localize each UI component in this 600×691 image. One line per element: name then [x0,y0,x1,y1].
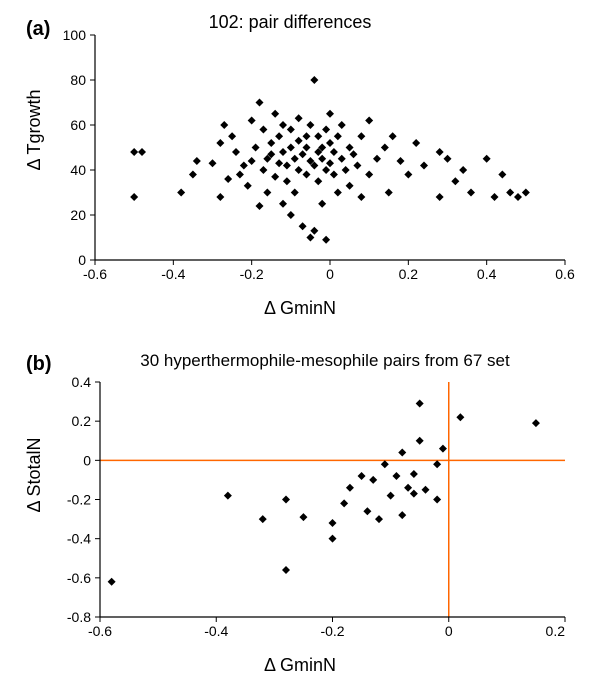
panel-b-ylabel: Δ StotalN [24,395,45,555]
svg-text:100: 100 [63,27,87,43]
svg-text:0: 0 [78,252,86,268]
svg-text:0.4: 0.4 [72,374,92,390]
panel-b-xlabel: Δ GminN [200,655,400,676]
svg-text:0.6: 0.6 [555,266,575,282]
panel-b-plot: -0.6-0.4-0.200.2-0.8-0.6-0.4-0.200.20.4 [0,357,600,657]
svg-text:-0.2: -0.2 [240,266,264,282]
svg-text:60: 60 [70,117,86,133]
panel-a-ylabel: Δ Tgrowth [24,50,45,210]
svg-text:-0.4: -0.4 [67,531,91,547]
svg-text:-0.6: -0.6 [88,623,112,639]
figure-container: (a) 102: pair differences -0.6-0.4-0.200… [0,0,600,691]
svg-text:-0.2: -0.2 [320,623,344,639]
panel-a-plot: -0.6 -0.4 -0.2 0 0.2 0.4 0.6 0 20 40 60 80 100 [0,10,600,300]
panel-a: (a) 102: pair differences -0.6-0.4-0.200… [0,0,600,335]
svg-text:-0.6: -0.6 [67,570,91,586]
svg-text:-0.6: -0.6 [83,266,107,282]
svg-text:0: 0 [326,266,334,282]
svg-text:-0.4: -0.4 [161,266,185,282]
svg-text:0.4: 0.4 [477,266,497,282]
svg-text:80: 80 [70,72,86,88]
svg-text:0.2: 0.2 [72,413,92,429]
svg-text:-0.8: -0.8 [67,609,91,625]
svg-text:40: 40 [70,162,86,178]
panel-b: (b) 30 hyperthermophile-mesophile pairs … [0,345,600,691]
svg-text:-0.2: -0.2 [67,492,91,508]
svg-text:0: 0 [83,452,91,468]
svg-text:0: 0 [445,623,453,639]
svg-text:0.2: 0.2 [399,266,419,282]
svg-text:20: 20 [70,207,86,223]
svg-text:-0.4: -0.4 [204,623,228,639]
panel-a-xlabel: Δ GminN [200,298,400,319]
svg-text:0.2: 0.2 [546,623,566,639]
